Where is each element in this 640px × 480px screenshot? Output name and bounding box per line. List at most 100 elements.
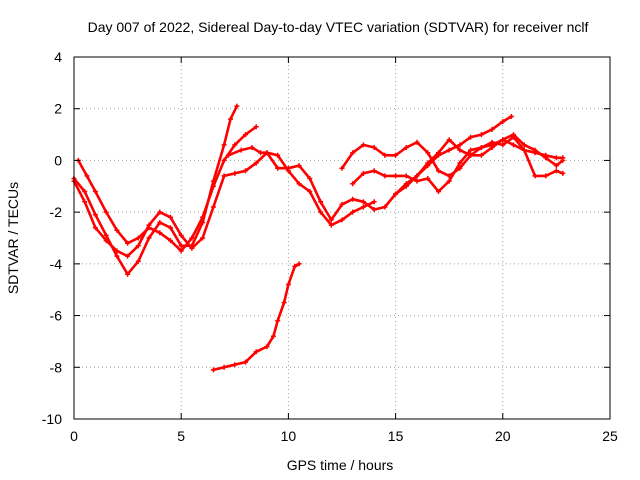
data-point [125,271,131,277]
axis-ticks: 0 5 10 15 20 25 -10 -8 -6 -4 -2 0 2 4 [42,49,618,444]
data-point [135,258,141,264]
data-point [446,137,452,143]
y-tick-label: -6 [50,308,63,324]
data-point [360,170,366,176]
data-point [478,152,484,158]
data-point [350,209,356,215]
data-point [135,243,141,249]
data-point [82,199,88,205]
data-point [249,145,255,150]
data-point [339,201,345,207]
data-point [243,168,248,174]
data-point [243,359,248,365]
data-point [436,168,441,174]
data-point [521,147,527,153]
data-point [253,349,259,355]
data-point [292,263,298,269]
data-point [296,163,302,169]
data-point [560,170,566,176]
data-point [425,160,431,166]
series-line-track-e [227,115,513,222]
data-point [146,235,152,241]
data-point [457,147,463,153]
data-point [232,362,238,368]
series-line-track-c [72,151,376,258]
data-point [189,235,195,241]
data-point [135,235,141,241]
data-point [168,225,173,231]
data-point [92,212,98,218]
data-point [457,160,463,166]
data-point [157,209,163,215]
data-point [281,300,287,306]
data-point [414,178,420,184]
data-point [210,204,216,210]
data-point [264,344,270,350]
data-point [307,189,313,194]
data-point [403,173,409,179]
data-point [234,103,240,109]
data-point [264,150,270,156]
data-point [253,160,259,166]
data-point [414,173,420,179]
data-point [553,155,559,161]
x-tick-label: 5 [177,428,185,444]
y-axis-label: SDTVAR / TECUs [5,182,21,294]
data-point [168,238,173,244]
data-point [393,152,399,158]
data-point [210,183,216,189]
data-point [382,173,388,179]
data-point [350,150,356,156]
data-point [414,139,420,145]
data-point [168,214,173,220]
data-point [114,253,120,259]
y-tick-label: 2 [54,101,62,117]
data-point [296,181,302,187]
data-point [103,232,109,238]
data-point [489,145,495,150]
data-point [146,222,152,228]
data-point [114,248,120,254]
data-point [425,150,431,156]
data-point [532,147,538,153]
data-point [221,364,227,370]
data-point [296,261,302,267]
data-point [425,176,431,181]
data-point [275,165,281,171]
x-tick-label: 20 [495,428,511,444]
data-point [371,145,377,150]
data-point [270,333,276,339]
data-point [210,367,216,373]
y-tick-label: -2 [50,204,63,220]
x-tick-label: 15 [388,428,404,444]
data-point [403,181,409,187]
data-point [82,189,88,194]
data-point [114,227,120,233]
series-line-track-h [394,133,565,196]
data-point [103,238,109,244]
data-point [371,207,377,213]
data-point [228,116,233,122]
data-series [71,103,566,373]
data-point [189,245,195,251]
data-point [258,150,263,156]
data-point [403,145,409,150]
data-point [489,126,495,132]
data-point [285,165,291,171]
data-point [92,189,98,194]
data-point [521,142,527,148]
data-point [125,240,131,246]
y-tick-label: 0 [54,152,62,168]
data-point [489,139,495,145]
data-point [221,157,227,163]
y-tick-label: -10 [42,411,62,427]
data-point [275,318,281,324]
data-point [500,137,506,143]
x-axis-label: GPS time / hours [287,457,394,473]
data-point [478,145,484,150]
data-point [553,163,559,169]
data-point [339,217,345,223]
data-point [553,168,559,174]
data-point [178,232,184,238]
